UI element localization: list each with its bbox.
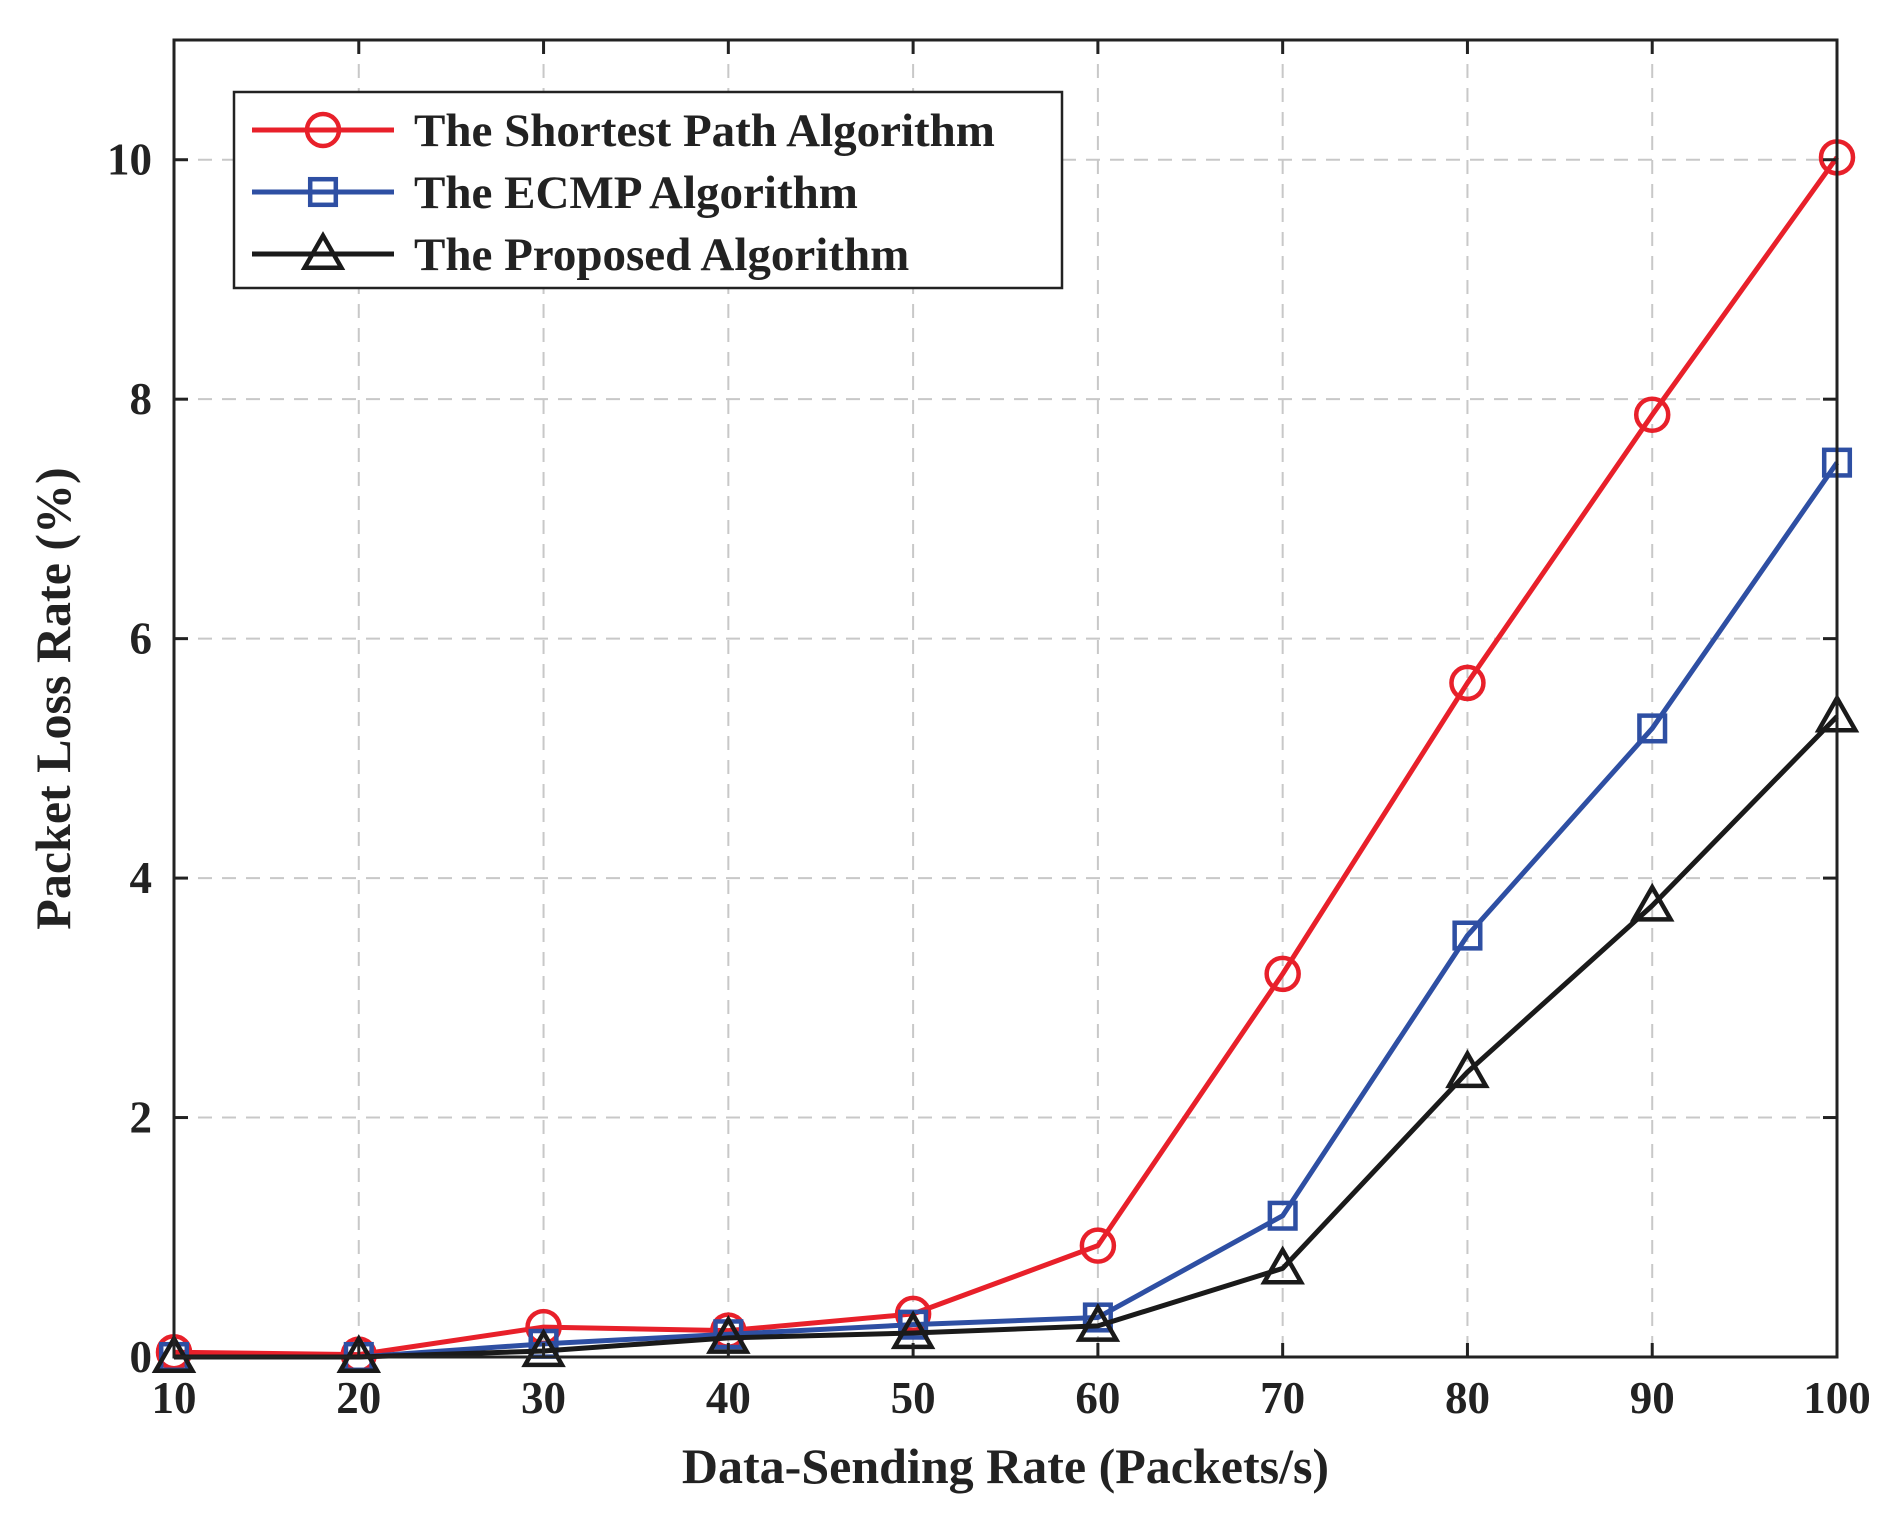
y-tick-label: 0 <box>130 1332 153 1382</box>
data-point-square <box>1267 1200 1298 1231</box>
legend-label: The Shortest Path Algorithm <box>414 105 995 157</box>
legend: The Shortest Path Algorithm The ECMP Algo… <box>232 90 1064 290</box>
data-point-triangle <box>336 1334 382 1374</box>
y-tick-label: 4 <box>130 853 153 903</box>
data-point-triangle <box>300 231 346 271</box>
data-point-circle <box>894 1295 932 1333</box>
x-tick-label: 20 <box>336 1373 381 1423</box>
x-tick-labels: 10 20 30 40 50 60 70 80 90 100 <box>152 1373 1871 1423</box>
legend-item: The Proposed Algorithm <box>252 229 909 281</box>
x-tick-label: 100 <box>1803 1373 1871 1423</box>
x-tick-label: 10 <box>152 1373 197 1423</box>
y-tick-labels: 0 2 4 6 8 10 <box>107 135 152 1382</box>
x-tick-label: 70 <box>1260 1373 1305 1423</box>
data-point-square <box>1452 920 1483 951</box>
data-point-triangle <box>1260 1245 1305 1285</box>
y-tick-label: 10 <box>107 135 152 185</box>
x-tick-label: 90 <box>1630 1373 1675 1423</box>
data-point-triangle <box>151 1334 197 1374</box>
y-tick-label: 6 <box>130 614 153 664</box>
x-tick-label: 40 <box>706 1373 751 1423</box>
data-point-circle <box>1633 396 1671 433</box>
ticks <box>172 40 1839 1359</box>
legend-item: The Shortest Path Algorithm <box>252 105 995 157</box>
data-point-circle <box>1264 955 1301 993</box>
x-axis-label: Data-Sending Rate (Packets/s) <box>682 1438 1329 1494</box>
data-point-triangle <box>1445 1049 1490 1089</box>
x-tick-label: 50 <box>891 1373 936 1423</box>
x-tick-label: 60 <box>1075 1373 1120 1423</box>
series-group <box>151 139 1860 1374</box>
y-tick-label: 2 <box>130 1093 153 1143</box>
series-line <box>173 155 1840 1358</box>
data-point-circle <box>1079 1227 1117 1264</box>
series-line <box>174 461 1840 1360</box>
data-point-triangle <box>1629 882 1675 922</box>
legend-label: The Proposed Algorithm <box>414 229 909 281</box>
data-point-circle <box>1449 664 1486 702</box>
x-tick-label: 80 <box>1445 1373 1490 1423</box>
y-axis-label: Packet Loss Rate (%) <box>25 467 81 929</box>
y-tick-label: 8 <box>130 374 153 424</box>
x-tick-label: 30 <box>521 1373 566 1423</box>
data-point-circle <box>304 111 342 149</box>
series-line <box>174 714 1839 1360</box>
series-3 <box>151 693 1860 1374</box>
plot-frame <box>172 38 1839 1359</box>
data-point-triangle <box>1075 1302 1121 1342</box>
data-point-triangle <box>521 1328 566 1368</box>
legend-label: The ECMP Algorithm <box>414 167 858 219</box>
legend-item: The ECMP Algorithm <box>252 167 858 219</box>
data-point-square <box>307 176 339 208</box>
data-point-square <box>1637 713 1668 744</box>
